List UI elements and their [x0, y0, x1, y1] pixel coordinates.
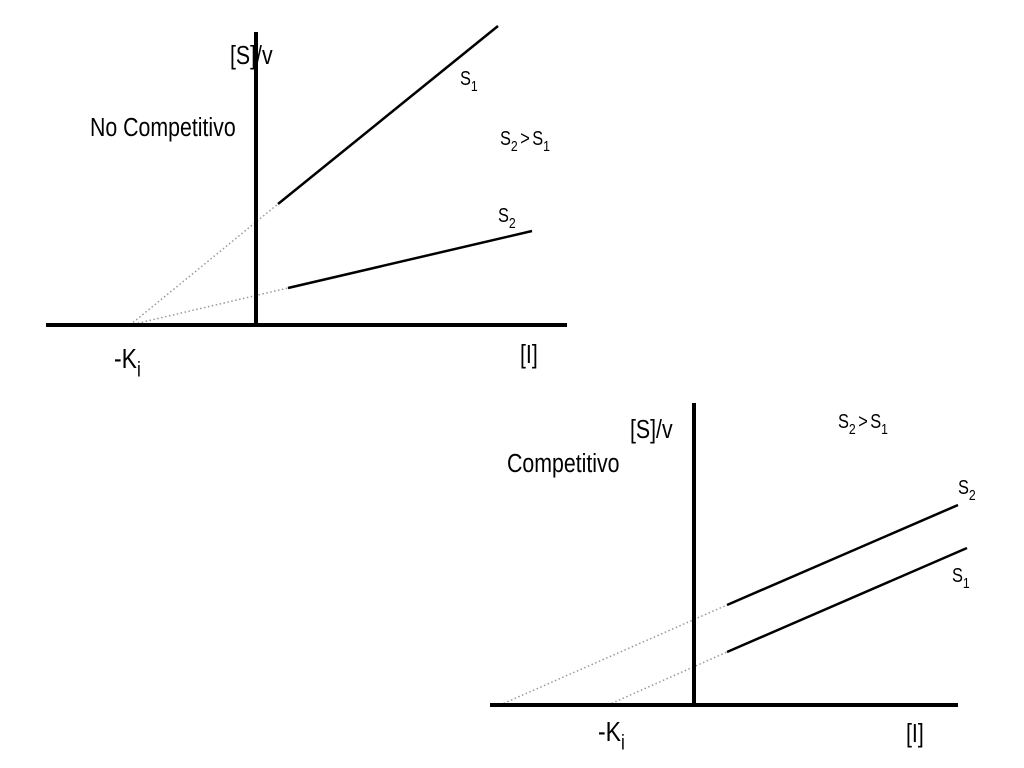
y-axis-label: [S]/v — [230, 41, 273, 71]
subscript: 2 — [511, 138, 518, 154]
line-s2 — [726, 503, 959, 607]
plot-title: Competitivo — [507, 449, 620, 479]
subscript: 1 — [471, 78, 478, 94]
subscript: i — [621, 732, 625, 755]
label-part: S — [838, 409, 849, 432]
line-label: S1 — [952, 563, 970, 591]
line-s1 — [277, 25, 499, 205]
label-part: S — [952, 563, 963, 586]
line-label: S2 — [958, 475, 976, 503]
intercept-label: -Ki — [114, 344, 141, 382]
label-part: S — [532, 126, 543, 149]
intercept-label: -Ki — [598, 717, 625, 755]
label-part: -K — [114, 344, 137, 375]
label-part: > — [858, 409, 868, 432]
subscript: 1 — [881, 421, 888, 437]
extrapolation — [129, 287, 289, 326]
label-part: S — [460, 66, 471, 89]
subscript: 2 — [509, 215, 516, 231]
x-axis-label: [I] — [520, 340, 538, 370]
x-axis-label: [I] — [906, 719, 924, 749]
line-s2 — [287, 229, 533, 290]
extrapolation — [499, 604, 728, 706]
subscript: 1 — [963, 575, 970, 591]
subscript: 1 — [543, 138, 550, 154]
y-axis-label: [S]/v — [630, 415, 673, 445]
extrapolation — [607, 651, 728, 706]
label-part: > — [520, 126, 530, 149]
line-label: S2 — [498, 203, 516, 231]
label-part: S — [870, 409, 881, 432]
subscript: 2 — [849, 421, 856, 437]
label-part: -K — [598, 717, 621, 748]
label-part: S — [498, 203, 509, 226]
subscript: 2 — [969, 487, 976, 503]
relation-label: S2 > S1 — [500, 126, 550, 154]
line-s1 — [726, 546, 968, 654]
relation-label: S2 > S1 — [838, 409, 888, 437]
subscript: i — [137, 359, 141, 382]
competitive-plot — [490, 403, 968, 707]
plot-title: No Competitivo — [90, 113, 236, 143]
non-competitive-plot — [46, 25, 567, 327]
line-label: S1 — [460, 66, 478, 94]
label-part: S — [958, 475, 969, 498]
label-part: S — [500, 126, 511, 149]
